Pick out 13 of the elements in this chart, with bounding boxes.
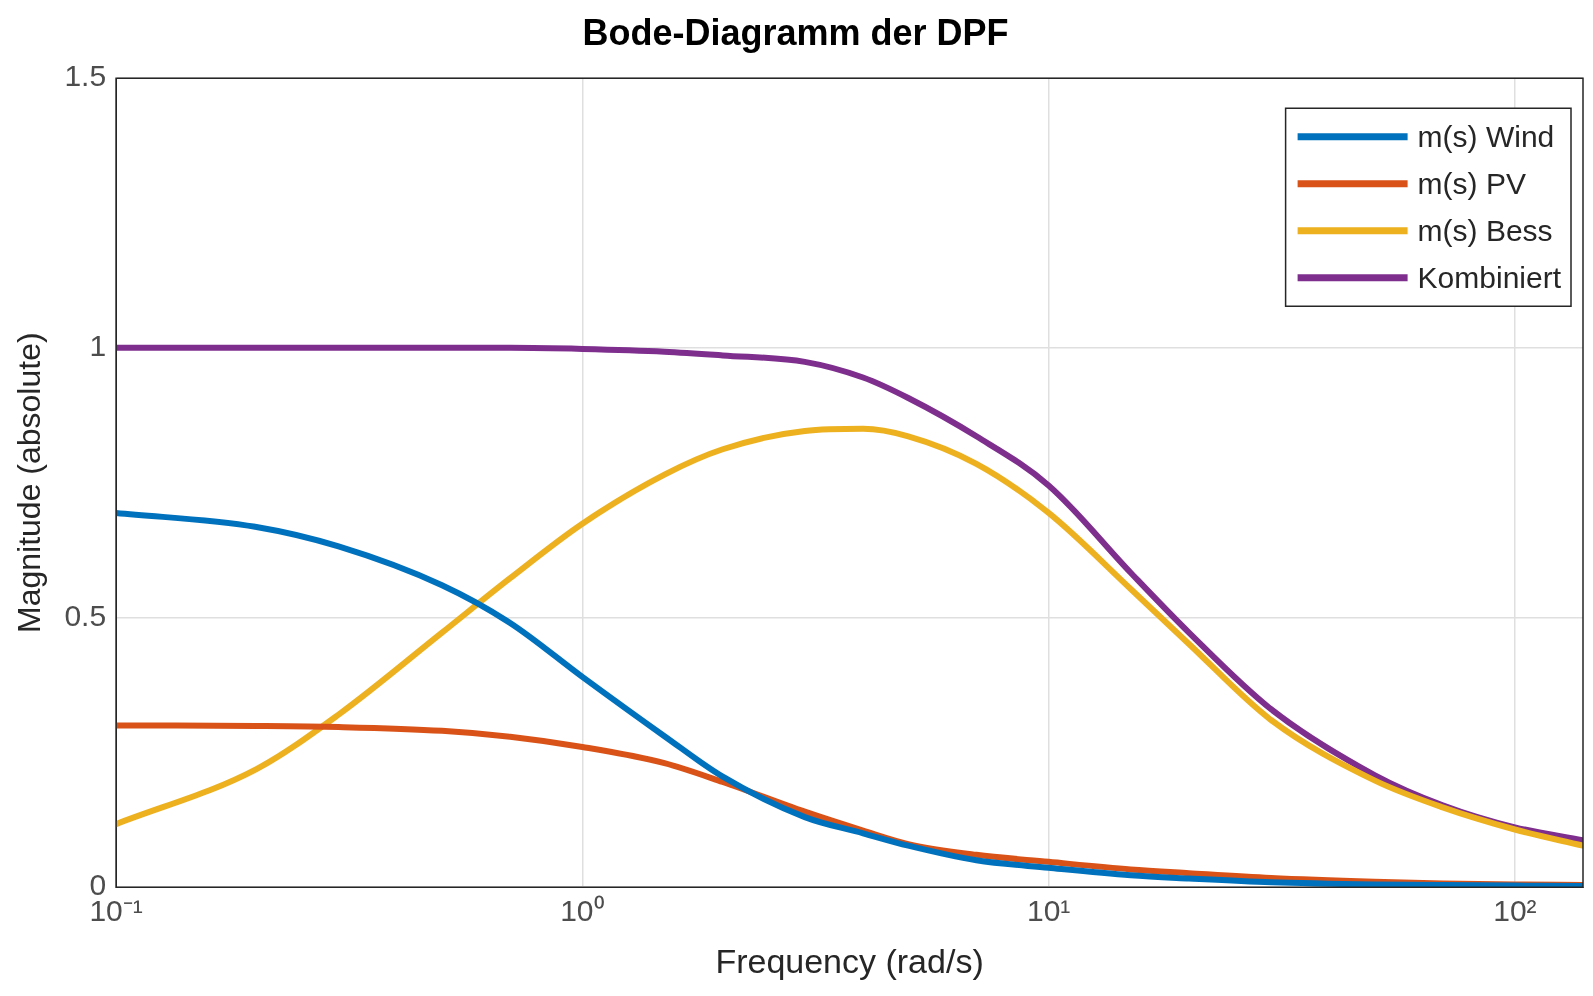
legend-label: m(s) Bess xyxy=(1417,213,1553,247)
y-tick-label: 1 xyxy=(89,329,107,363)
y-axis-title: Magnitude (absolute) xyxy=(11,332,48,634)
x-tick-label: 10⁰ xyxy=(560,894,605,928)
y-tick-label: 0.5 xyxy=(64,598,107,632)
x-axis-title: Frequency (rad/s) xyxy=(715,941,984,980)
x-tick-label: 10¹ xyxy=(1026,894,1071,928)
x-tick-label: 10² xyxy=(1493,894,1537,928)
legend-label: Kombiniert xyxy=(1417,260,1562,294)
y-tick-label: 1.5 xyxy=(64,59,107,93)
legend-label: m(s) PV xyxy=(1417,166,1526,200)
legend-label: m(s) Wind xyxy=(1417,119,1555,153)
chart-title: Bode-Diagramm der DPF xyxy=(582,11,1009,53)
